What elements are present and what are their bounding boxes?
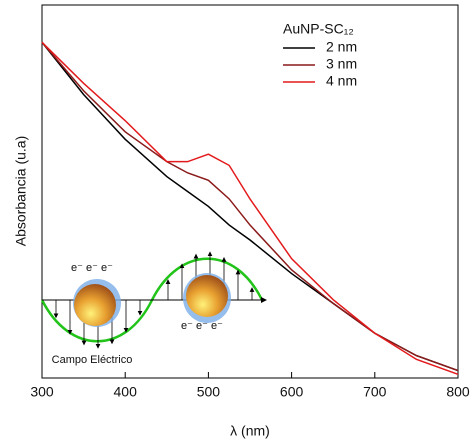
electron-label: e⁻ e⁻ e⁻ [71,262,113,274]
annotation: Campo Eléctrico [52,354,133,366]
legend-label: 2 nm [326,39,357,55]
y-axis-label: Absorbancia (u.a) [13,136,29,247]
x-tick-label: 400 [114,384,138,400]
x-tick-label: 600 [280,384,304,400]
series-line [41,41,459,375]
x-axis-label: λ (nm) [230,423,270,439]
legend-label: 3 nm [326,56,357,72]
electron-label: e⁻ e⁻ e⁻ [181,320,223,332]
x-tick-label: 800 [446,384,470,400]
legend-title: AuNP-SC₁₂ [283,21,354,37]
legend-label: 4 nm [326,73,357,89]
x-tick-label: 700 [363,384,387,400]
inset-illustration: e⁻ e⁻ e⁻ e⁻ e⁻ e⁻ Campo Eléctrico [40,251,267,366]
nanoparticle [74,284,116,326]
plot-frame [41,4,459,379]
x-tick-label: 300 [30,384,54,400]
x-tick-label: 500 [197,384,221,400]
nanoparticle [186,275,228,317]
